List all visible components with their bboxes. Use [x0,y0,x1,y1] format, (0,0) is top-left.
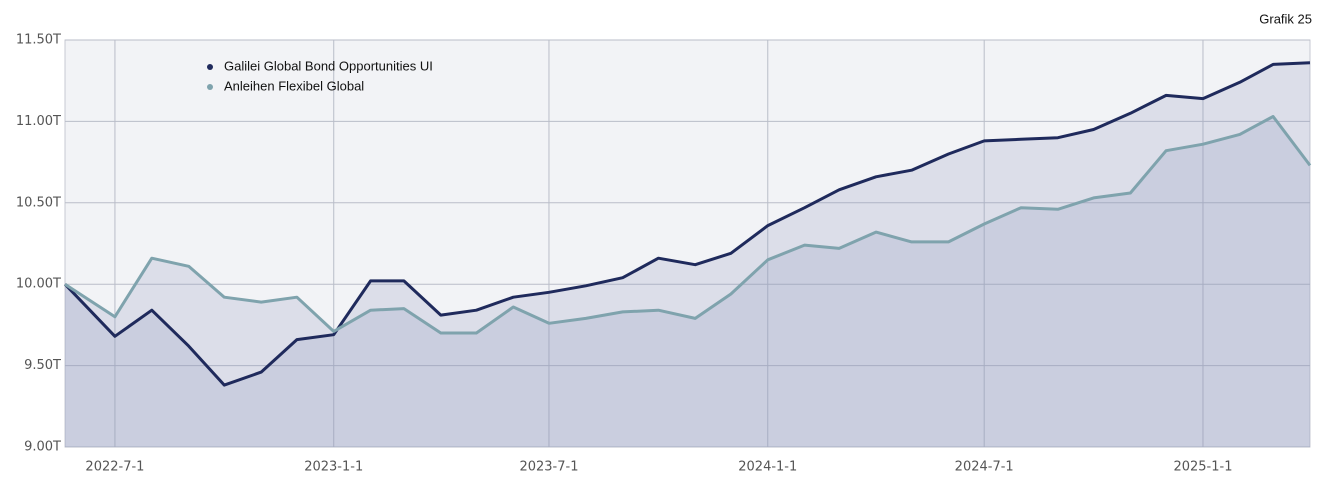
legend-marker [207,64,213,70]
y-tick-label: 9.50T [24,358,61,373]
x-tick-label: 2023-7-1 [519,460,578,475]
area-fill [65,116,1310,447]
x-tick-label: 2025-1-1 [1173,460,1232,475]
plot-area [64,39,1311,448]
series-line [63,61,1311,387]
legend-label: Anleihen Flexibel Global [224,78,364,93]
x-tick-label: 2022-7-1 [85,460,144,475]
y-tick-label: 10.50T [16,195,61,210]
area-fill [65,62,1310,448]
series-line [64,115,1312,335]
y-tick-label: 11.50T [16,33,61,48]
x-tick-label: 2024-7-1 [955,460,1014,475]
y-tick-label: 11.00T [16,114,61,129]
y-tick-label: 9.00T [24,440,61,455]
x-tick-label: 2024-1-1 [738,460,797,475]
chart-subtitle: Grafik 25 [1259,11,1312,26]
y-tick-label: 10.00T [16,277,61,292]
x-tick-label: 2023-1-1 [304,460,363,475]
legend-label: Galilei Global Bond Opportunities UI [224,58,433,73]
legend-marker [207,84,213,90]
